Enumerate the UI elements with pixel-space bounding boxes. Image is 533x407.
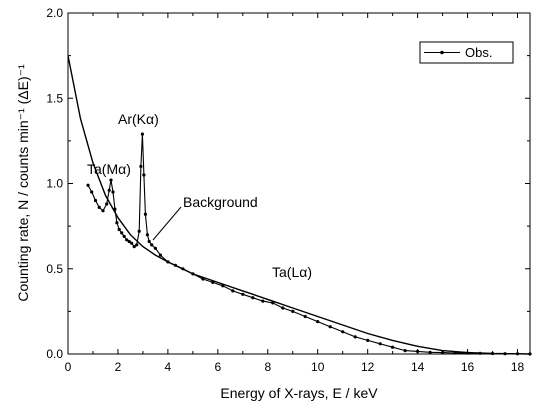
data-point-obs: [122, 234, 126, 238]
data-point-obs: [261, 299, 265, 303]
data-point-obs: [109, 178, 113, 182]
data-point-obs: [105, 202, 109, 206]
x-tick-label: 6: [214, 360, 221, 374]
data-point-obs: [101, 209, 105, 213]
legend-label-obs: Obs.: [465, 45, 492, 60]
data-point-obs: [143, 212, 147, 216]
data-point-obs: [281, 306, 285, 310]
x-tick-label: 0: [65, 360, 72, 374]
legend-marker-sample: [440, 50, 444, 55]
x-tick-label: 4: [165, 360, 172, 374]
data-point-obs: [328, 325, 332, 329]
data-point-obs: [117, 227, 121, 232]
data-point-obs: [97, 205, 101, 209]
data-point-obs: [231, 289, 235, 293]
data-point-obs: [241, 292, 245, 296]
plot-frame: [67, 12, 531, 355]
data-point-obs: [107, 188, 111, 192]
data-point-obs: [145, 233, 149, 237]
x-tick-label: 18: [511, 360, 525, 374]
x-tick-label: 8: [264, 360, 271, 374]
data-point-obs: [378, 342, 382, 346]
data-point-obs: [135, 243, 139, 247]
data-point-obs: [291, 309, 295, 313]
data-point-obs: [139, 164, 143, 168]
annotation-background: Background: [183, 194, 258, 210]
plot-area: [67, 55, 532, 356]
data-point-obs: [150, 243, 154, 247]
data-point-obs: [86, 183, 90, 187]
tick-labels: 0 2 4 6 8 10 12 14 16 18 0.0 0.5 1.0 1.5 2.0: [46, 6, 524, 374]
data-point-obs: [137, 229, 141, 233]
data-point-obs: [147, 239, 151, 244]
data-point-obs: [120, 231, 124, 235]
data-point-obs: [158, 253, 162, 257]
data-point-obs: [132, 245, 136, 249]
data-point-obs: [111, 190, 115, 194]
y-tick-label: 0.5: [46, 262, 63, 276]
legend: Obs.: [419, 41, 514, 64]
data-point-obs: [341, 330, 345, 334]
y-axis-title: Counting rate, N / counts min⁻¹ (ΔE)⁻¹: [15, 64, 31, 302]
data-point-obs: [303, 314, 307, 319]
data-point-obs: [428, 350, 432, 354]
data-point-obs: [93, 198, 98, 203]
x-tick-label: 2: [115, 360, 122, 374]
x-tick-label: 12: [361, 360, 375, 374]
annotation-ta-ma: Ta(Mα): [87, 161, 131, 177]
annotation-ar-ka: Ar(Kα): [118, 111, 159, 127]
x-axis-title: Energy of X-rays, E / keV: [220, 385, 378, 401]
y-tick-label: 1.5: [46, 91, 63, 105]
data-point-obs: [353, 335, 357, 339]
data-point-obs: [130, 241, 134, 245]
data-point-obs: [127, 239, 131, 244]
data-point-obs: [115, 221, 119, 225]
annotations: Ar(Kα) Ta(Mα) Background Ta(Lα): [87, 111, 312, 280]
y-tick-label: 2.0: [46, 6, 63, 20]
data-point-obs: [140, 132, 144, 136]
x-tick-label: 10: [311, 360, 325, 374]
x-tick-label: 16: [461, 360, 475, 374]
data-point-obs: [316, 320, 320, 324]
data-point-obs: [366, 338, 370, 342]
data-point-obs: [153, 246, 157, 250]
legend-box: [419, 41, 514, 64]
data-point-obs: [391, 345, 395, 349]
data-point-obs: [90, 190, 94, 194]
annotation-ta-la: Ta(Lα): [272, 264, 312, 280]
data-point-obs: [125, 238, 129, 242]
background-pointer-line: [152, 206, 182, 241]
data-point-obs: [142, 173, 146, 177]
series-line-background: [67, 55, 531, 355]
y-tick-label: 0.0: [46, 347, 63, 361]
y-tick-label: 1.0: [46, 177, 63, 191]
data-point-obs: [403, 349, 407, 353]
data-point-obs: [251, 296, 255, 300]
x-tick-label: 14: [411, 360, 425, 374]
